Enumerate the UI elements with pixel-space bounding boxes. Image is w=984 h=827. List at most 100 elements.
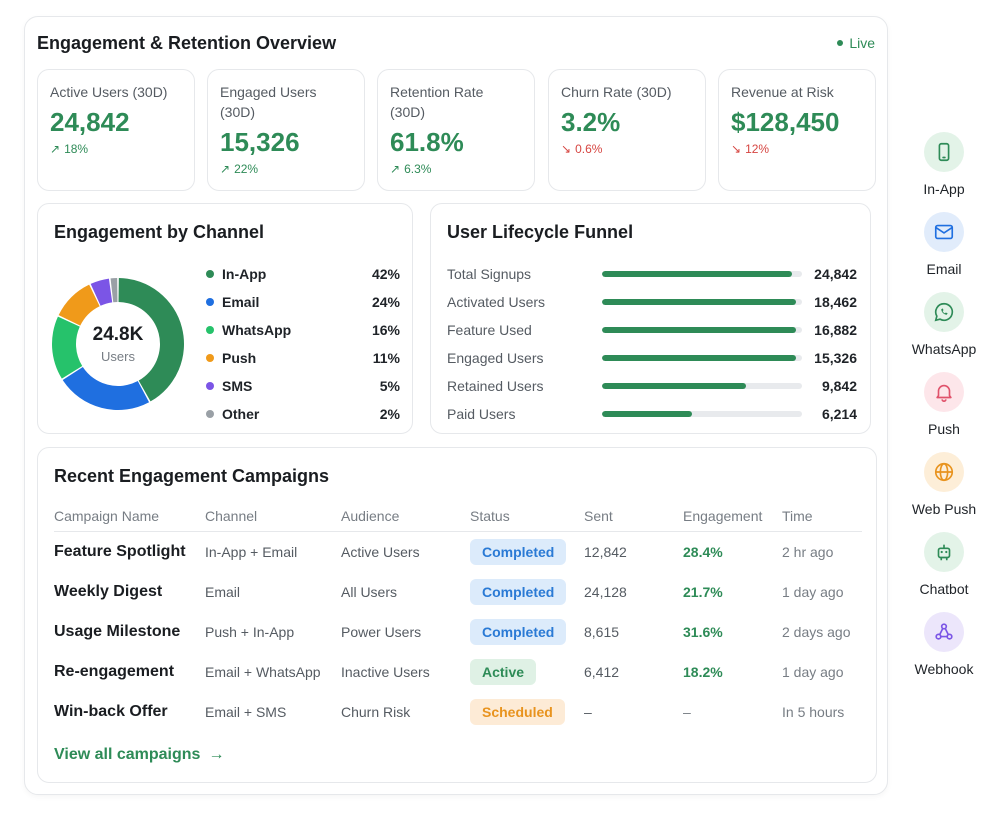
status-cell: Active [470, 659, 584, 685]
donut-total: 24.8K [92, 324, 144, 345]
trend-down-icon: ↘ [561, 142, 572, 156]
kpi-label: Revenue at Risk [731, 84, 834, 100]
campaign-engagement: – [683, 704, 691, 720]
campaign-time: 2 days ago [782, 624, 851, 640]
legend-pct: 11% [372, 350, 400, 366]
table-header: Campaign Name Channel Audience Status Se… [54, 500, 862, 532]
funnel-label: Feature Used [447, 322, 532, 338]
table-row[interactable]: Usage Milestone Push + In-App Power Users C… [54, 612, 862, 652]
table-row[interactable]: Feature Spotlight In-App + Email Active Us… [54, 532, 862, 572]
sidebar-item-label: Chatbot [919, 581, 969, 597]
status-cell: Completed [470, 539, 584, 565]
kpi-card-retention-rate[interactable]: Retention Rate (30D) 61.8% ↗ 6.3% [377, 69, 535, 191]
campaign-audience: Power Users [341, 624, 422, 640]
campaign-channel: Email [205, 584, 241, 600]
campaign-channel: Email + WhatsApp [205, 664, 321, 680]
campaign-sent: 12,842 [584, 544, 627, 560]
table-row[interactable]: Win-back Offer Email + SMS Churn Risk Sched… [54, 692, 862, 732]
column-header: Channel [205, 507, 258, 524]
status-badge: Completed [470, 539, 567, 565]
column-header: Sent [584, 507, 613, 524]
campaign-name[interactable]: Feature Spotlight [54, 543, 186, 560]
kpi-delta-value: 22% [234, 162, 259, 176]
kpi-delta-value: 18% [64, 142, 89, 156]
legend-pct: 16% [371, 322, 400, 338]
funnel-bar-track [602, 271, 802, 277]
funnel-bar-fill [602, 411, 692, 417]
mobile-icon [924, 132, 964, 172]
donut-slice-whatsapp[interactable] [52, 316, 83, 379]
sidebar-item-chatbot[interactable]: Chatbot [903, 532, 984, 597]
donut-slice-sms[interactable] [90, 278, 113, 306]
campaign-channel: In-App + Email [205, 544, 298, 560]
sidebar-item-webhook[interactable]: Webhook [903, 612, 984, 677]
column-header: Engagement [683, 507, 763, 524]
sidebar-item-in-app[interactable]: In-App [903, 132, 984, 197]
campaign-channel: Push + In-App [205, 624, 295, 640]
view-all-campaigns-link[interactable]: View all campaigns → [54, 746, 224, 764]
legend-name: Other [222, 406, 260, 422]
campaigns-table: Campaign Name Channel Audience Status Se… [54, 500, 862, 732]
legend-pct: 42% [371, 266, 400, 282]
globe-icon [924, 452, 964, 492]
campaign-engagement: 31.6% [683, 624, 723, 640]
campaign-name[interactable]: Re-engagement [54, 663, 175, 680]
kpi-value: 24,842 [50, 107, 130, 137]
trend-up-icon: ↗ [390, 162, 401, 176]
sidebar-item-push[interactable]: Push [903, 372, 984, 437]
kpi-card-churn-rate[interactable]: Churn Rate (30D) 3.2% ↘ 0.6% [548, 69, 706, 191]
funnel-bar-track [602, 383, 802, 389]
donut-slice-email[interactable] [62, 366, 150, 410]
funnel-list: Total Signups 24,842 Activated Users 18,46… [447, 260, 857, 428]
funnel-stage: Feature Used 16,882 [447, 316, 857, 344]
legend-name: WhatsApp [222, 322, 292, 338]
kpi-card-active-users[interactable]: Active Users (30D) 24,842 ↗ 18% [37, 69, 195, 191]
status-cell: Completed [470, 619, 584, 645]
funnel-value: 16,882 [814, 322, 857, 338]
funnel-bar-track [602, 327, 802, 333]
campaign-sent: 6,412 [584, 664, 620, 680]
channel-title: Engagement by Channel [54, 222, 265, 242]
donut-slice-push[interactable] [58, 284, 100, 326]
campaign-audience: All Users [341, 584, 398, 600]
sidebar-item-label: WhatsApp [911, 341, 977, 357]
legend-dot-icon [206, 298, 214, 306]
status-cell: Scheduled [470, 699, 584, 725]
funnel-label: Retained Users [447, 378, 544, 394]
kpi-card-engaged-users[interactable]: Engaged Users (30D) 15,326 ↗ 22% [207, 69, 365, 191]
kpi-card-revenue-at-risk[interactable]: Revenue at Risk $128,450 ↘ 12% [718, 69, 876, 191]
status-badge: Scheduled [470, 699, 565, 725]
donut-slice-in-app[interactable] [118, 278, 185, 402]
sidebar-item-web-push[interactable]: Web Push [903, 452, 984, 517]
kpi-value: 61.8% [390, 127, 464, 157]
campaign-name[interactable]: Weekly Digest [54, 583, 163, 600]
table-row[interactable]: Re-engagement Email + WhatsApp Inactive Us… [54, 652, 862, 692]
table-body: Feature Spotlight In-App + Email Active Us… [54, 532, 862, 732]
campaign-channel: Email + SMS [205, 704, 287, 720]
sidebar-item-label: Web Push [911, 501, 977, 517]
kpi-delta: ↗ 18% [50, 142, 182, 156]
legend-item: Email 24% [206, 288, 400, 316]
view-all-label: View all campaigns [54, 746, 201, 763]
campaign-time: 1 day ago [782, 584, 844, 600]
donut-slice-other[interactable] [110, 278, 118, 303]
campaign-audience: Churn Risk [341, 704, 411, 720]
funnel-bar-track [602, 411, 802, 417]
table-row[interactable]: Weekly Digest Email All Users Completed 24,1… [54, 572, 862, 612]
campaign-name[interactable]: Win-back Offer [54, 703, 168, 720]
legend-dot-icon [206, 326, 214, 334]
status-cell: Completed [470, 579, 584, 605]
campaign-name[interactable]: Usage Milestone [54, 623, 181, 640]
sidebar-item-whatsapp[interactable]: WhatsApp [903, 292, 984, 357]
kpi-delta: ↗ 6.3% [390, 162, 522, 176]
kpi-delta: ↘ 12% [731, 142, 863, 156]
funnel-label: Total Signups [447, 266, 532, 282]
donut-chart [52, 278, 185, 410]
kpi-label: Retention Rate (30D) [390, 84, 484, 120]
funnel-bar-fill [602, 327, 796, 333]
campaign-audience: Active Users [341, 544, 420, 560]
funnel-label: Engaged Users [447, 350, 544, 366]
funnel-stage: Engaged Users 15,326 [447, 344, 857, 372]
legend-dot-icon [206, 354, 214, 362]
sidebar-item-email[interactable]: Email [903, 212, 984, 277]
